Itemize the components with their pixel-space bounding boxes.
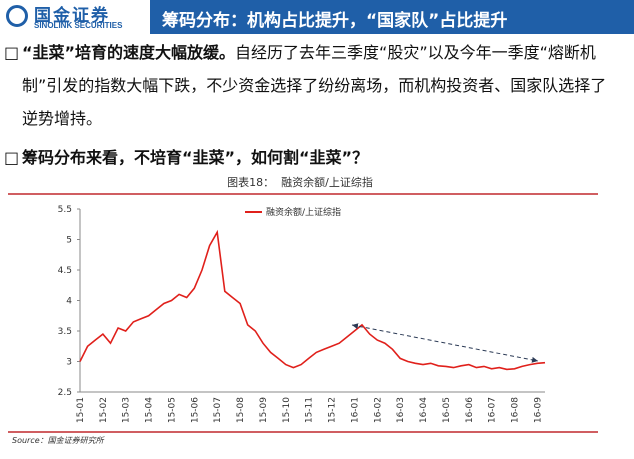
bullet-text: 自经历了去年三季度“股灾”以及今年一季度“熔断机制”引发的指数大幅下跌，不少资金… [22, 43, 607, 128]
x-tick-label: 16-07 [488, 397, 498, 423]
x-tick-label: 15-12 [328, 397, 338, 423]
bullet: □ 筹码分布来看，不培育“韭菜”，如何割“韭菜”？ [4, 141, 622, 174]
trend-arrow [351, 323, 539, 363]
y-tick-label: 3.5 [58, 327, 72, 337]
logo-name-en: SINOLINK SECURITIES [34, 21, 123, 30]
x-tick-label: 15-04 [145, 397, 155, 423]
logo-icon [6, 5, 28, 27]
y-tick-label: 4.5 [58, 266, 72, 276]
bullet-bold: “韭菜”培育的速度大幅放缓。 [22, 43, 236, 62]
header-bar: 国金证券 SINOLINK SECURITIES 筹码分布：机构占比提升，“国家… [0, 0, 634, 34]
x-tick-label: 15-07 [213, 397, 223, 423]
x-tick-label: 16-08 [511, 397, 521, 423]
x-tick-label: 16-03 [396, 397, 406, 423]
bullet-box: □ [4, 43, 20, 62]
x-tick-label: 15-08 [236, 397, 246, 423]
y-tick-label: 2.5 [58, 388, 72, 398]
bullet: □ “韭菜”培育的速度大幅放缓。自经历了去年三季度“股灾”以及今年一季度“熔断机制… [4, 36, 622, 135]
bullet-box: □ [4, 148, 20, 167]
y-tick-label: 5.5 [58, 205, 72, 215]
x-tick-label: 16-01 [350, 397, 360, 423]
logo: 国金证券 SINOLINK SECURITIES [0, 0, 150, 34]
x-tick-label: 16-09 [533, 397, 543, 423]
slide-title: 筹码分布：机构占比提升，“国家队”占比提升 [162, 11, 508, 31]
x-tick-label: 15-10 [282, 397, 292, 423]
x-tick-label: 15-11 [305, 397, 315, 423]
x-tick-label: 15-05 [167, 397, 177, 423]
bullet-bold: 筹码分布来看，不培育“韭菜”，如何割“韭菜”？ [22, 148, 369, 167]
x-tick-label: 15-03 [122, 397, 132, 423]
logo-name: 国金证券 [34, 6, 110, 26]
x-tick-label: 16-04 [419, 397, 429, 423]
y-tick-label: 3 [66, 358, 72, 368]
x-tick-label: 16-06 [465, 397, 475, 423]
y-tick-label: 4 [66, 297, 72, 307]
legend-label: 融资余额/上证综指 [266, 206, 341, 218]
x-tick-label: 15-02 [99, 397, 109, 423]
source: Source：国金证券研究所 [12, 436, 106, 445]
y-tick-label: 5 [66, 236, 72, 246]
chart-title: 图表18： 融资余额/上证综指 [227, 175, 373, 189]
x-tick-label: 15-09 [259, 397, 269, 423]
x-tick-label: 16-05 [442, 397, 452, 423]
series-line [79, 229, 546, 371]
x-tick-label: 15-06 [190, 397, 200, 423]
x-tick-label: 15-01 [76, 397, 86, 423]
x-tick-label: 16-02 [373, 397, 383, 423]
